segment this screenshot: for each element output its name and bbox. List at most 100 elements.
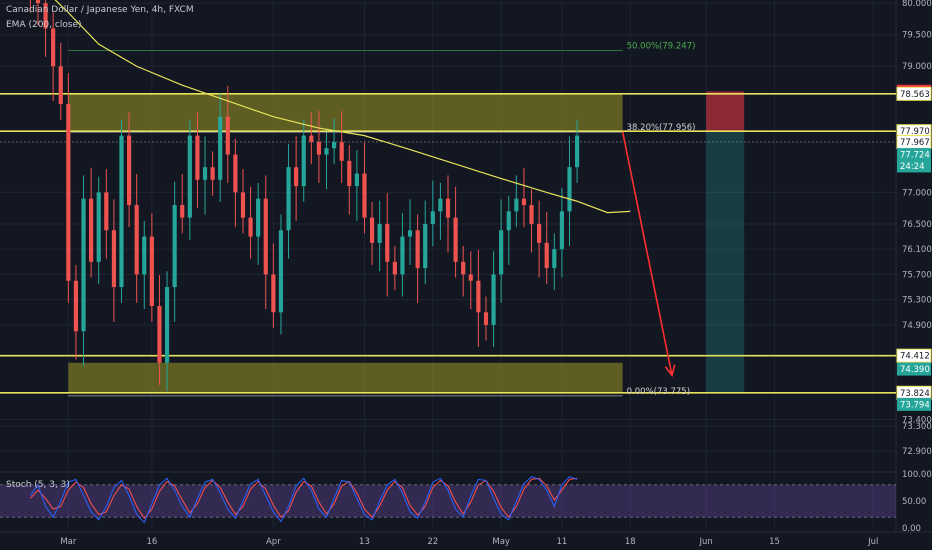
candle-body xyxy=(400,236,405,275)
price-tag-box xyxy=(896,86,932,101)
candle-body xyxy=(294,167,299,187)
candle-body xyxy=(514,198,519,212)
candle-body xyxy=(225,116,230,155)
price-tag-label: 24:24 xyxy=(900,162,925,172)
price-tag-label: 77.970 xyxy=(900,127,930,137)
candle-body xyxy=(278,230,284,313)
candle-body xyxy=(58,66,63,105)
candle-body xyxy=(43,3,48,29)
candle-body xyxy=(111,230,116,288)
candle-body xyxy=(537,223,542,243)
candle-body xyxy=(104,192,109,231)
candle-body xyxy=(445,198,451,218)
candle-body xyxy=(316,141,322,155)
stoch-legend: Stoch (5, 3, 3) xyxy=(6,480,70,490)
candle-body xyxy=(309,135,314,142)
price-tag-label: 74.412 xyxy=(900,352,930,362)
candle-body xyxy=(126,135,132,206)
forecast-arrow-line xyxy=(621,131,673,376)
short-position-target-zone xyxy=(706,131,745,393)
price-axis-tick-label: 75.300 xyxy=(902,296,932,306)
time-axis-tick-label: Mar xyxy=(60,537,77,547)
stoch-axis-tick-label: 50.00 xyxy=(902,497,926,507)
candle-body xyxy=(415,230,420,269)
candle-body xyxy=(210,167,215,180)
time-axis-tick-label: 15 xyxy=(769,537,780,547)
time-axis-tick-label: 22 xyxy=(427,537,438,547)
candle-body xyxy=(499,230,504,275)
candle-body xyxy=(96,192,101,262)
candle-body xyxy=(407,230,413,237)
price-axis-tick-label: 74.900 xyxy=(902,321,932,331)
price-axis-tick-label: 79.000 xyxy=(902,62,932,72)
candle-body xyxy=(354,173,359,187)
time-axis-tick-label: Jul xyxy=(867,537,878,547)
candle-body xyxy=(567,167,572,212)
price-axis-tick-label: 72.900 xyxy=(902,447,932,457)
price-tag-label: 74.390 xyxy=(900,365,930,375)
candle-body xyxy=(438,198,443,212)
candle-body xyxy=(119,135,124,288)
candle-body xyxy=(202,167,208,180)
candle-body xyxy=(187,135,192,218)
supply-demand-zone xyxy=(68,93,623,132)
candle-body xyxy=(180,205,185,218)
candle-body xyxy=(89,198,94,262)
candle-body xyxy=(218,116,223,180)
candle-body xyxy=(339,141,344,161)
candle-body xyxy=(66,104,71,281)
fib-level-label: 0.00%(73.775) xyxy=(627,387,690,397)
candle-body xyxy=(271,274,276,313)
candle-body xyxy=(574,135,580,168)
time-axis-tick-label: May xyxy=(492,537,510,547)
candle-body xyxy=(263,198,268,275)
candle-body xyxy=(301,135,306,187)
stoch-k-line xyxy=(29,476,578,524)
price-tag-box xyxy=(896,348,932,363)
price-axis-tick-label: 79.500 xyxy=(902,31,932,41)
price-tag-box xyxy=(897,362,931,376)
stoch-axis-tick-label: 0.00 xyxy=(902,524,921,534)
price-axis-tick-label: 76.500 xyxy=(902,220,932,230)
price-tag-label: 78.563 xyxy=(900,90,930,100)
candle-body xyxy=(233,154,238,193)
candle-body xyxy=(559,211,564,250)
chart-title: Canadian Dollar / Japanese Yen, 4h, FXCM xyxy=(6,5,194,15)
fib-level-label: 50.00%(79.247) xyxy=(627,42,696,52)
candle-body xyxy=(362,173,367,218)
time-axis-tick-label: 13 xyxy=(359,537,370,547)
candle-body xyxy=(324,148,329,155)
candle-body xyxy=(423,223,428,269)
candle-body xyxy=(483,312,489,325)
candle-body xyxy=(248,217,253,237)
ema-legend: EMA (200, close) xyxy=(6,20,82,30)
candle-body xyxy=(347,160,352,187)
short-position-stop-zone xyxy=(706,91,745,132)
candle-body xyxy=(377,223,382,243)
candle-body xyxy=(256,198,261,237)
price-axis-tick-label: 73.300 xyxy=(902,422,932,432)
price-tag-label: 77.967 xyxy=(900,138,930,148)
candle-body xyxy=(476,280,481,313)
price-tag-label: 77.724 xyxy=(900,151,930,161)
candle-body xyxy=(430,211,435,224)
candle-body xyxy=(142,236,147,275)
candle-body xyxy=(51,28,56,67)
supply-demand-zone xyxy=(68,362,623,393)
time-axis-tick-label: Jun xyxy=(699,537,713,547)
time-axis-tick-label: Apr xyxy=(266,537,281,547)
candle-body xyxy=(392,261,397,275)
candle-body xyxy=(521,198,527,206)
price-tag-label: 73.824 xyxy=(900,389,930,399)
candle-body xyxy=(81,198,86,332)
candle-body xyxy=(286,167,291,231)
candle-body xyxy=(172,205,177,288)
candle-body xyxy=(369,217,375,243)
price-tag-box xyxy=(897,397,931,411)
stoch-axis-tick-label: 100.00 xyxy=(902,470,932,480)
price-tag-box xyxy=(897,148,931,162)
candle-body xyxy=(332,141,337,149)
